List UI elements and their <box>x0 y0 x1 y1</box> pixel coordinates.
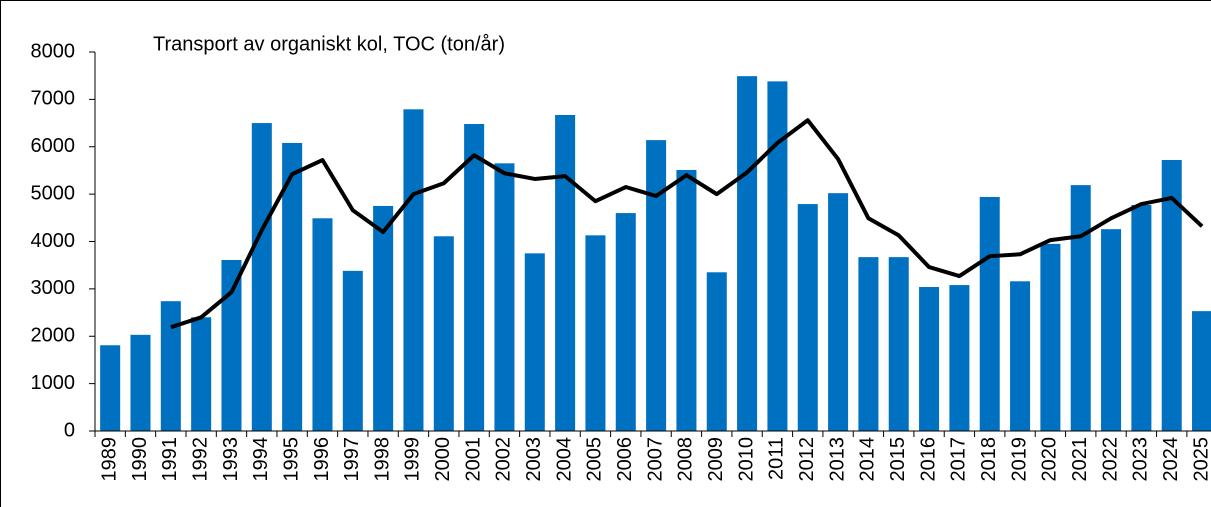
bar <box>464 124 485 431</box>
x-tick-label: 2017 <box>948 437 970 482</box>
x-tick-label: 2008 <box>675 437 697 482</box>
bar <box>251 123 272 431</box>
y-tick-label: 6000 <box>31 135 76 157</box>
x-tick-label: 2000 <box>432 437 454 482</box>
y-tick-label: 4000 <box>31 230 76 252</box>
bar <box>797 204 818 431</box>
x-tick-label: 1994 <box>250 437 272 482</box>
bar <box>767 81 788 431</box>
bar <box>191 317 212 431</box>
bar <box>1070 185 1091 431</box>
y-tick-label: 1000 <box>31 372 76 394</box>
x-tick-label: 1997 <box>341 437 363 482</box>
x-tick-label: 2002 <box>493 437 515 482</box>
x-tick-label: 2009 <box>705 437 727 482</box>
bar <box>433 236 454 431</box>
bar <box>1192 311 1211 431</box>
bar <box>494 163 515 432</box>
bar <box>130 334 151 431</box>
x-tick-label: 1993 <box>220 437 242 482</box>
x-tick-label: 2011 <box>766 437 788 480</box>
bar <box>615 213 636 431</box>
bar <box>312 218 333 431</box>
bar <box>676 169 697 431</box>
x-tick-label: 1991 <box>159 437 181 482</box>
x-tick-label: 1999 <box>402 437 424 482</box>
x-tick-label: 1989 <box>98 437 120 482</box>
bar <box>858 257 879 431</box>
bar <box>646 140 667 431</box>
x-tick-label: 1996 <box>311 437 333 482</box>
chart-title: Transport av organiskt kol, TOC (ton/år) <box>153 33 505 55</box>
bar <box>828 193 849 431</box>
y-tick-label: 0 <box>64 419 75 441</box>
x-tick-label: 2025 <box>1190 437 1211 482</box>
x-tick-label: 2018 <box>978 437 1000 482</box>
x-tick-label: 1995 <box>280 437 302 482</box>
x-tick-label: 2024 <box>1160 437 1182 482</box>
x-tick-label: 2005 <box>584 437 606 482</box>
x-tick-label: 2006 <box>614 437 636 482</box>
line <box>170 118 1204 330</box>
x-tick-label: 2019 <box>1008 437 1030 482</box>
x-tick-label: 2003 <box>523 437 545 482</box>
x-tick-label: 2013 <box>826 437 848 482</box>
x-tick-label: 2022 <box>1099 437 1121 482</box>
x-tick-label: 1998 <box>371 437 393 482</box>
bar <box>585 235 606 431</box>
bar <box>706 272 727 431</box>
y-tick-label: 2000 <box>31 325 76 347</box>
bar <box>1131 205 1152 431</box>
bar <box>524 253 545 431</box>
y-tick-label: 8000 <box>31 40 76 62</box>
x-tick-label: 2023 <box>1130 437 1152 482</box>
x-tick-label: 2014 <box>857 437 879 482</box>
bar <box>403 109 424 431</box>
bar <box>949 285 970 431</box>
x-tick-label: 2001 <box>462 437 484 482</box>
x-tick-label: 1992 <box>189 437 211 482</box>
x-tick-label: 2021 <box>1069 437 1091 482</box>
bar <box>342 270 363 431</box>
x-tick-label: 2010 <box>735 437 757 482</box>
x-tick-label: 2015 <box>887 437 909 482</box>
y-tick-label: 3000 <box>31 277 76 299</box>
y-tick-label: 7000 <box>31 88 76 110</box>
y-tick-label: 5000 <box>31 182 76 204</box>
x-tick-label: 2012 <box>796 437 818 482</box>
bar <box>888 257 909 431</box>
bar <box>1101 229 1122 431</box>
bar <box>1040 243 1061 431</box>
bar <box>221 259 242 431</box>
bar <box>160 301 181 431</box>
x-tick-label: 2020 <box>1039 437 1061 482</box>
x-tick-label: 1990 <box>129 437 151 482</box>
x-tick-label: 2004 <box>553 437 575 482</box>
bar <box>100 345 121 431</box>
x-tick-label: 2016 <box>917 437 939 482</box>
bar <box>555 115 576 431</box>
bar <box>979 196 1000 431</box>
x-tick-label: 2007 <box>644 437 666 482</box>
bar <box>919 286 940 431</box>
bar <box>1010 281 1031 431</box>
bar <box>1161 160 1182 431</box>
bar <box>373 205 394 431</box>
bar <box>737 76 758 431</box>
bar <box>282 142 303 431</box>
